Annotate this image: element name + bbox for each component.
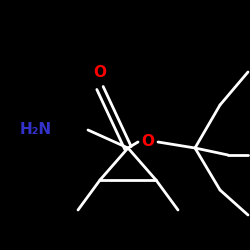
Text: H₂N: H₂N: [20, 122, 52, 138]
Text: O: O: [94, 65, 106, 80]
Text: O: O: [142, 134, 154, 150]
